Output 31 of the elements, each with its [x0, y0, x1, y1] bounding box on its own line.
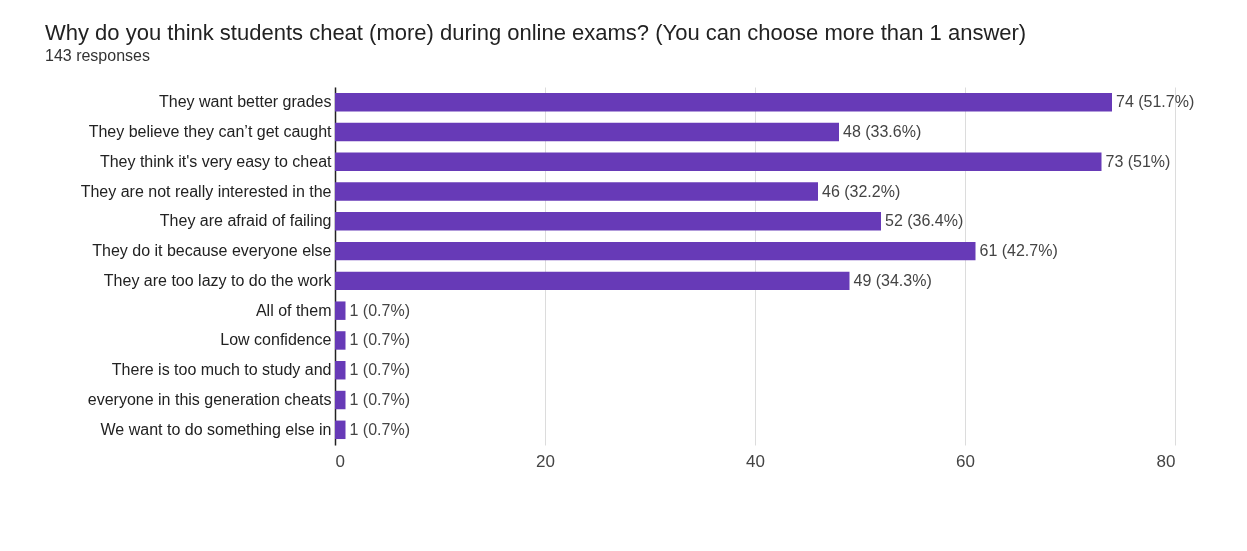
- y-tick-label: everyone in this generation cheats: [87, 391, 332, 409]
- data-label: 1 (0.7%): [349, 391, 410, 409]
- text: 143 responses: [45, 47, 150, 64]
- y-tick-label: They are afraid of failing: [159, 212, 332, 230]
- y-tick-label: There is too much to study and: [111, 361, 332, 379]
- data-label: 48 (33.6%): [843, 122, 922, 140]
- data-label: 49 (34.3%): [853, 271, 932, 289]
- y-tick-label: They are not really interested in the: [80, 182, 332, 200]
- data-label: 1 (0.7%): [349, 361, 410, 379]
- y-tick-label: Low confidence: [220, 331, 332, 349]
- chart-title: Why do you think students cheat (more) during online exams? (You can choose more than 1 answer): [45, 20, 1027, 45]
- x-tick-label: 40: [746, 451, 765, 471]
- y-tick-label: We want to do something else in: [100, 420, 332, 438]
- data-label: 1 (0.7%): [349, 331, 410, 349]
- y-tick-label: They do it because everyone else: [92, 242, 332, 260]
- data-label: 61 (42.7%): [979, 242, 1058, 260]
- x-tick-label: 20: [536, 451, 555, 471]
- y-tick-label: They think it's very easy to cheat: [99, 152, 333, 170]
- x-tick-label: 0: [335, 451, 345, 471]
- x-tick-label: 80: [1156, 451, 1176, 471]
- data-label: 46 (32.2%): [822, 182, 901, 200]
- y-tick-label: All of them: [255, 301, 332, 319]
- y-tick-label: They believe they can’t get caught: [88, 122, 333, 140]
- x-tick-label: 60: [956, 451, 975, 471]
- data-label: 1 (0.7%): [349, 301, 410, 319]
- data-label: 74 (51.7%): [1116, 93, 1195, 111]
- data-label: 1 (0.7%): [349, 420, 410, 438]
- data-label: 52 (36.4%): [885, 212, 964, 230]
- y-tick-label: They are too lazy to do the work: [103, 271, 333, 289]
- y-tick-label: They want better grades: [158, 93, 332, 111]
- data-label: 73 (51%): [1105, 152, 1171, 170]
